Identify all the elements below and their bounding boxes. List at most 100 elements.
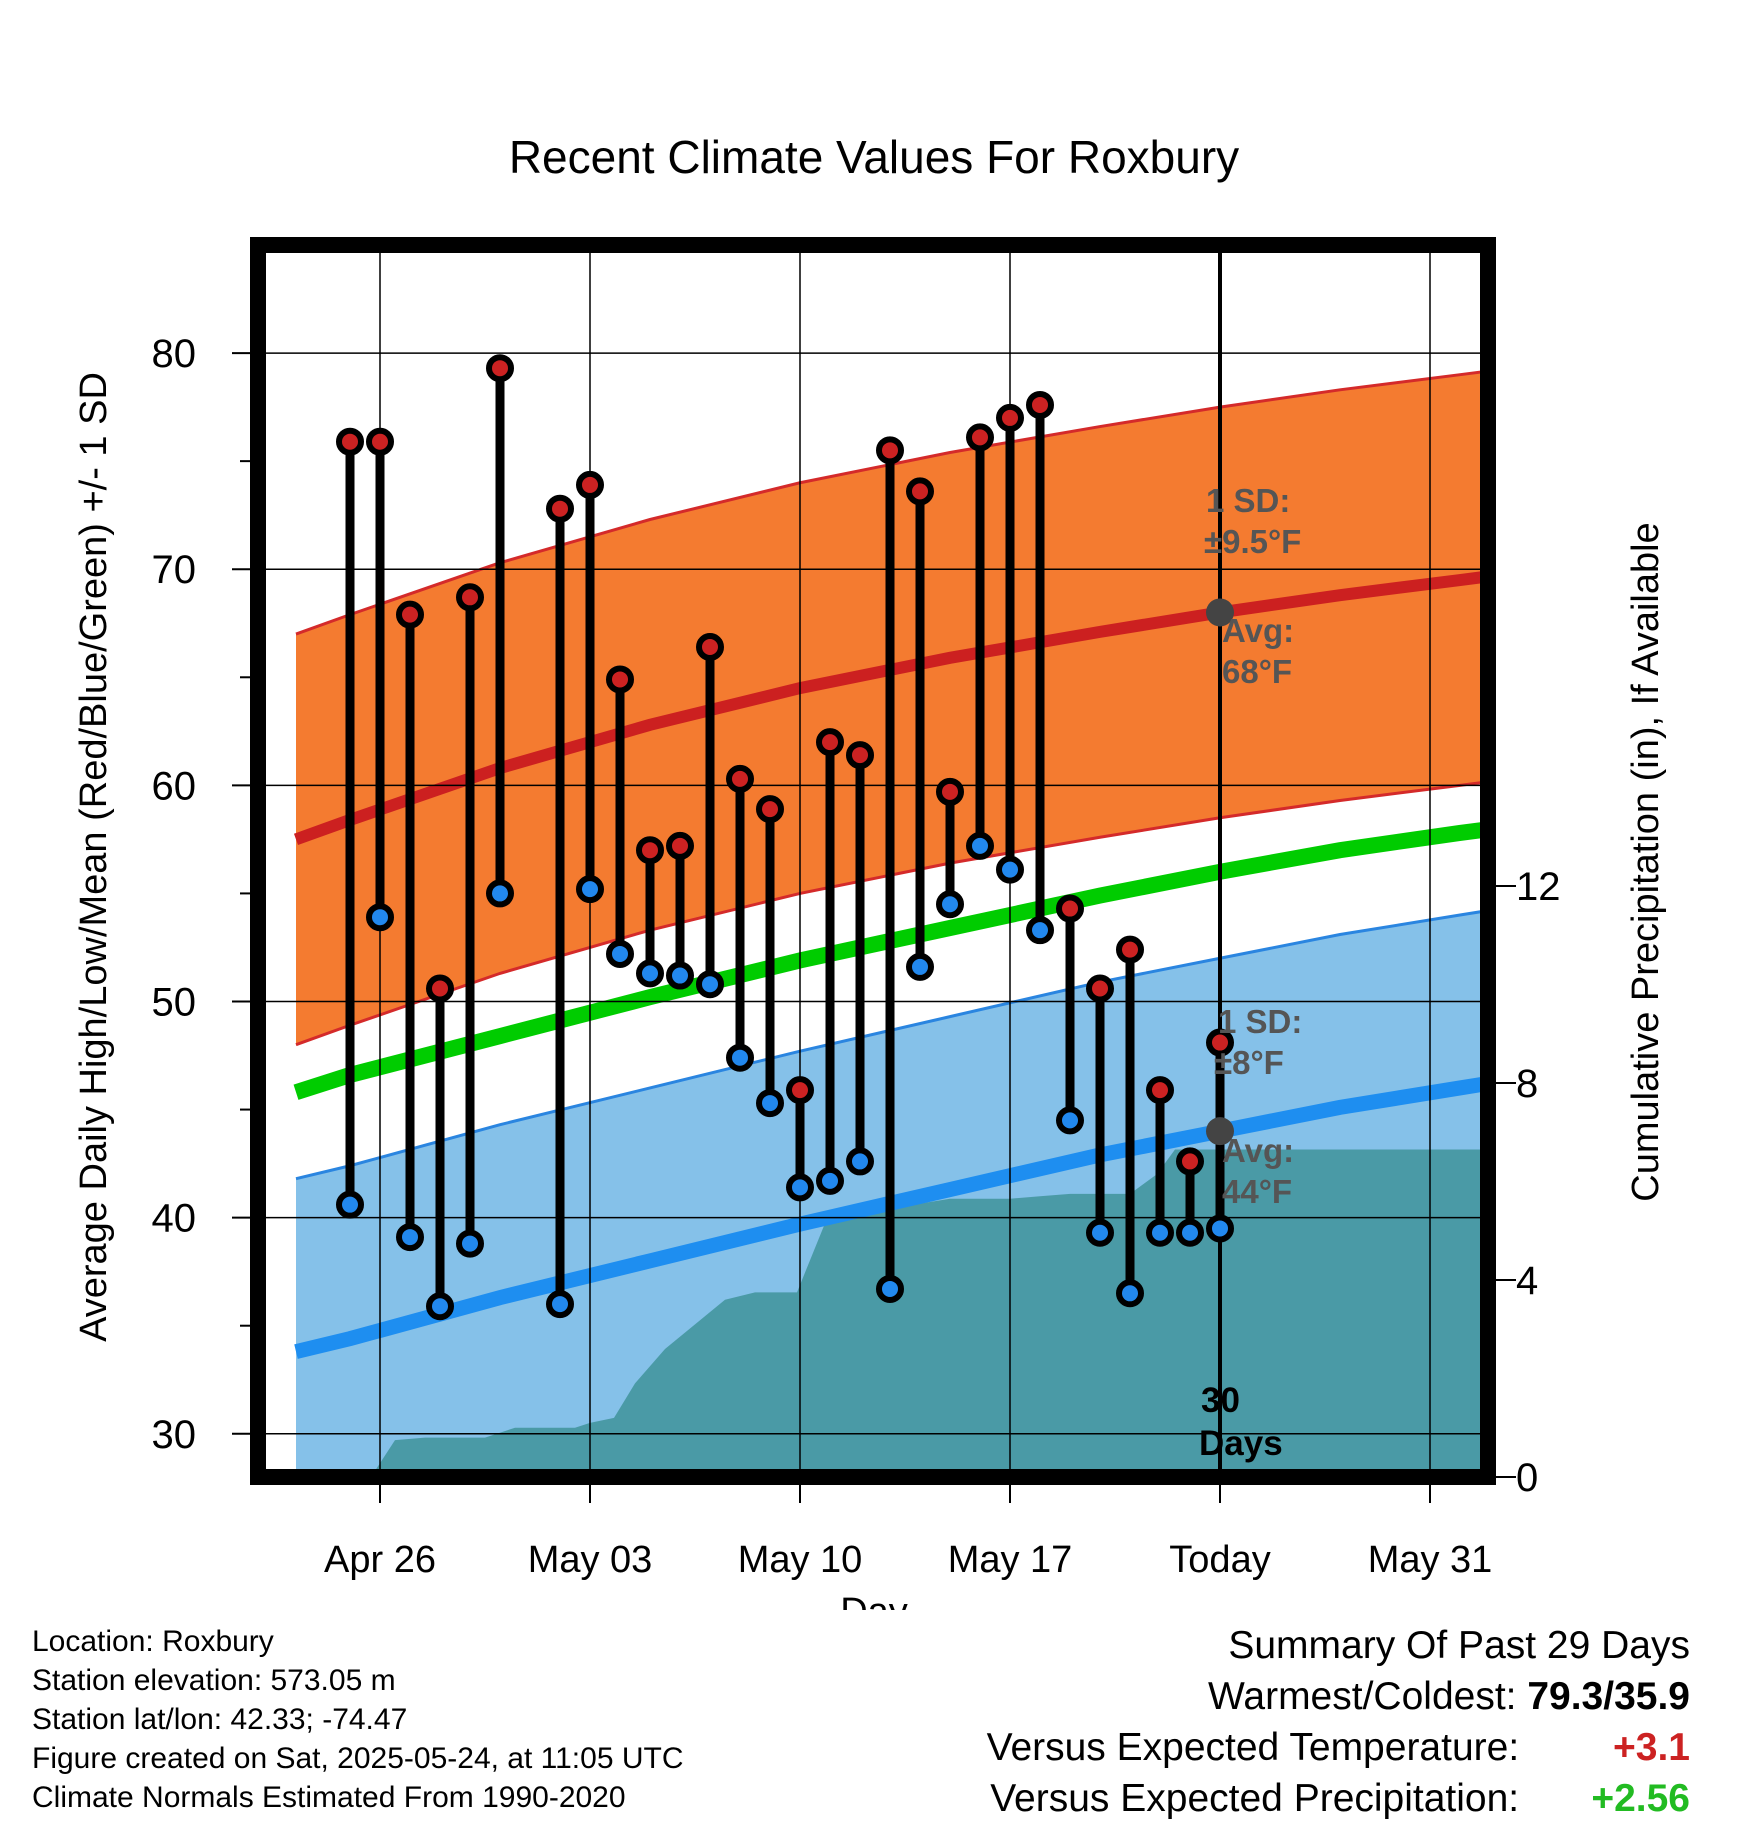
high-point bbox=[1206, 1028, 1234, 1057]
high-point bbox=[606, 665, 634, 694]
days-annotation: Days bbox=[1199, 1424, 1283, 1463]
high-point bbox=[846, 741, 874, 770]
station-info: Location: Roxbury Station elevation: 573… bbox=[32, 1622, 684, 1817]
low-point bbox=[1056, 1106, 1084, 1135]
climate-chart: Recent Climate Values For Roxbury 304050… bbox=[73, 131, 1667, 1610]
temp-label: Versus Expected Temperature: bbox=[986, 1726, 1520, 1769]
high-sd-annotation: 1 SD: bbox=[1206, 482, 1290, 519]
x-tick-label: May 03 bbox=[528, 1539, 653, 1581]
low-point bbox=[996, 855, 1024, 884]
high-point bbox=[966, 423, 994, 452]
plot-frame bbox=[250, 237, 1496, 1485]
low-point bbox=[606, 939, 634, 968]
x-tick-label: May 10 bbox=[738, 1539, 863, 1581]
precip-value: +2.56 bbox=[1591, 1777, 1690, 1820]
high-point bbox=[366, 427, 394, 456]
temp-row: Versus Expected Temperature: +3.1 bbox=[987, 1722, 1690, 1773]
high-point bbox=[696, 633, 724, 662]
high-point bbox=[1116, 935, 1144, 964]
low-point bbox=[1086, 1218, 1114, 1247]
today-high-avg-marker bbox=[1206, 598, 1234, 627]
high-avg-annotation: 68°F bbox=[1222, 653, 1292, 690]
high-point bbox=[396, 600, 424, 629]
days-annotation: 30 bbox=[1201, 1381, 1240, 1420]
y2-tick-label: 8 bbox=[1516, 1062, 1538, 1106]
high-sd-annotation: ±9.5°F bbox=[1204, 523, 1301, 560]
low-point bbox=[396, 1223, 424, 1252]
low-point bbox=[846, 1147, 874, 1176]
y2-axis-label: Cumulative Precipitation (in), If Availa… bbox=[1625, 522, 1667, 1201]
y-tick-label: 60 bbox=[152, 764, 197, 808]
low-point bbox=[666, 961, 694, 990]
created-text: Figure created on Sat, 2025-05-24, at 11… bbox=[32, 1742, 684, 1775]
normals-text: Climate Normals Estimated From 1990-2020 bbox=[32, 1781, 626, 1814]
y-tick-label: 70 bbox=[152, 548, 197, 592]
high-point bbox=[1146, 1076, 1174, 1105]
low-point bbox=[366, 903, 394, 932]
low-sd-annotation: ±8°F bbox=[1214, 1044, 1284, 1081]
high-point bbox=[486, 354, 514, 383]
x-tick-label: May 17 bbox=[948, 1539, 1073, 1581]
precip-row: Versus Expected Precipitation: +2.56 bbox=[987, 1773, 1690, 1824]
mean-avg-line bbox=[293, 821, 1488, 1100]
high-sd-upper-edge bbox=[295, 369, 1488, 636]
location-text: Location: Roxbury bbox=[32, 1625, 274, 1658]
low-point bbox=[486, 879, 514, 908]
y-tick-label: 30 bbox=[152, 1413, 197, 1457]
low-point bbox=[1176, 1218, 1204, 1247]
high-point bbox=[426, 974, 454, 1003]
low-point bbox=[546, 1290, 574, 1319]
low-point bbox=[1146, 1218, 1174, 1247]
high-point bbox=[1176, 1147, 1204, 1176]
low-point bbox=[966, 831, 994, 860]
high-point bbox=[996, 403, 1024, 432]
low-avg-annotation: Avg: bbox=[1222, 1132, 1294, 1169]
low-point bbox=[336, 1190, 364, 1219]
y2-tick-label: 0 bbox=[1516, 1456, 1538, 1500]
high-point bbox=[666, 831, 694, 860]
y-tick-label: 50 bbox=[152, 980, 197, 1024]
low-point bbox=[756, 1089, 784, 1118]
y2-tick-label: 12 bbox=[1516, 865, 1561, 909]
today-low-avg-marker bbox=[1206, 1117, 1234, 1146]
high-point bbox=[1086, 974, 1114, 1003]
precip-label: Versus Expected Precipitation: bbox=[990, 1777, 1520, 1820]
low-point bbox=[786, 1173, 814, 1202]
warm-cold-row: Warmest/Coldest: 79.3/35.9 bbox=[987, 1671, 1690, 1722]
high-point bbox=[756, 795, 784, 824]
high-point bbox=[1056, 894, 1084, 923]
low-point bbox=[696, 970, 724, 999]
temp-value: +3.1 bbox=[1613, 1726, 1690, 1769]
x-tick-label: Apr 26 bbox=[324, 1539, 436, 1581]
y2-tick-label: 4 bbox=[1516, 1259, 1538, 1303]
high-point bbox=[336, 427, 364, 456]
elevation-text: Station elevation: 573.05 m bbox=[32, 1664, 396, 1697]
high-point bbox=[636, 836, 664, 865]
high-point bbox=[546, 494, 574, 523]
high-point bbox=[456, 583, 484, 612]
low-point bbox=[1116, 1279, 1144, 1308]
warm-cold-label: Warmest/Coldest: bbox=[1208, 1675, 1517, 1718]
low-point bbox=[576, 875, 604, 904]
low-avg-annotation: 44°F bbox=[1222, 1173, 1292, 1210]
high-point bbox=[576, 470, 604, 499]
high-point bbox=[906, 477, 934, 506]
high-point bbox=[786, 1076, 814, 1105]
y-tick-label: 40 bbox=[152, 1197, 197, 1241]
low-point bbox=[906, 952, 934, 981]
low-point bbox=[636, 959, 664, 988]
low-point bbox=[1026, 916, 1054, 945]
high-point bbox=[936, 777, 964, 806]
high-point bbox=[816, 728, 844, 757]
summary-panel: Summary Of Past 29 Days Warmest/Coldest:… bbox=[987, 1620, 1690, 1824]
plot-content bbox=[258, 245, 1488, 1477]
low-point bbox=[426, 1292, 454, 1321]
high-point bbox=[1026, 390, 1054, 419]
low-point bbox=[456, 1229, 484, 1258]
low-point bbox=[876, 1274, 904, 1303]
x-axis-label: Day bbox=[840, 1591, 908, 1610]
y-tick-label: 80 bbox=[152, 332, 197, 376]
low-sd-annotation: 1 SD: bbox=[1218, 1003, 1302, 1040]
high-avg-annotation: Avg: bbox=[1222, 612, 1294, 649]
warm-cold-value: 79.3/35.9 bbox=[1527, 1675, 1690, 1718]
